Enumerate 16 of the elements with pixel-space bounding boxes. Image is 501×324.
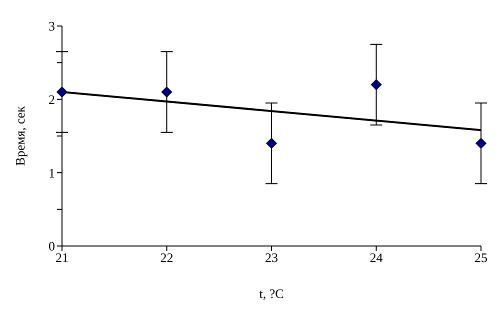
x-tick-label: 23 (265, 250, 278, 266)
point (266, 138, 277, 149)
y-tick-label: 2 (48, 92, 55, 107)
y-tick-label: 1 (48, 165, 55, 180)
y-tick-label: 3 (48, 18, 55, 34)
point (476, 138, 486, 149)
y-tick-label: 0 (48, 238, 55, 254)
x-tick-label: 25 (474, 250, 488, 266)
y-axis-title: Время, сек (12, 105, 28, 166)
x-axis-title: t, ?C (259, 286, 284, 301)
point (370, 79, 382, 90)
point (56, 86, 68, 98)
x-tick-label: 22 (160, 250, 174, 266)
x-tick-label: 21 (56, 250, 68, 266)
x-tick-label: 24 (370, 250, 384, 266)
point (161, 86, 172, 98)
